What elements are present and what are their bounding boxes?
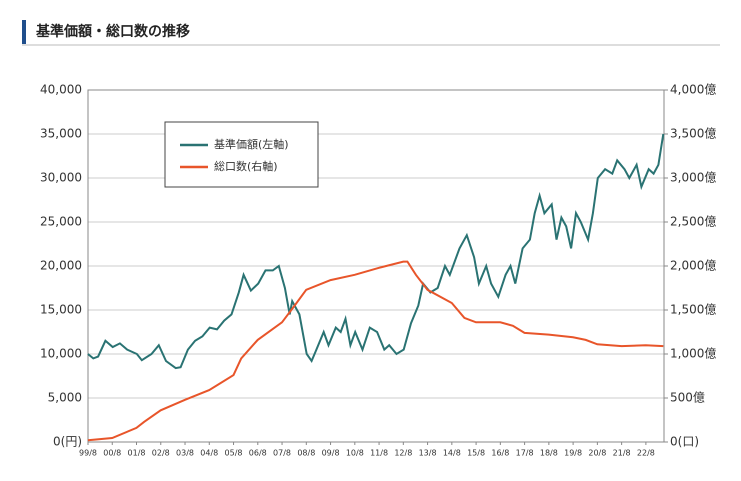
x-tick-label: 21/8 xyxy=(613,449,631,458)
y2-tick-label: 2,500億 xyxy=(670,215,716,229)
y2-tick-label: 2,000億 xyxy=(670,259,716,273)
y2-tick-label: 500億 xyxy=(670,391,705,405)
y2-tick-label: 0(口) xyxy=(670,435,699,449)
x-tick-label: 08/8 xyxy=(297,449,315,458)
y-tick-label: 25,000 xyxy=(40,215,82,229)
legend-box xyxy=(164,121,319,188)
y-tick-label: 35,000 xyxy=(40,127,82,141)
y2-tick-label: 1,500億 xyxy=(670,303,716,317)
x-tick-label: 05/8 xyxy=(225,449,243,458)
x-tick-label: 99/8 xyxy=(79,449,97,458)
x-tick-label: 15/8 xyxy=(467,449,485,458)
series-line xyxy=(87,260,664,442)
y-tick-label: 40,000 xyxy=(40,83,82,97)
y2-tick-label: 3,000億 xyxy=(670,171,716,185)
x-tick-label: 10/8 xyxy=(346,449,364,458)
x-tick-label: 22/8 xyxy=(637,449,655,458)
legend-label: 総口数(右軸) xyxy=(214,159,278,173)
y-tick-label: 30,000 xyxy=(40,171,82,185)
x-tick-label: 11/8 xyxy=(370,449,388,458)
y-tick-label: 20,000 xyxy=(40,259,82,273)
x-tick-label: 00/8 xyxy=(103,449,121,458)
x-tick-label: 12/8 xyxy=(394,449,412,458)
title-bar xyxy=(22,20,26,44)
legend-label: 基準価額(左軸) xyxy=(214,137,289,151)
chart-title: 基準価額・総口数の推移 xyxy=(36,23,190,40)
x-tick-label: 06/8 xyxy=(249,449,267,458)
y2-tick-label: 3,500億 xyxy=(670,127,716,141)
x-tick-label: 18/8 xyxy=(540,449,558,458)
y-tick-label: 0(円) xyxy=(53,435,82,449)
x-tick-label: 07/8 xyxy=(273,449,291,458)
x-tick-label: 17/8 xyxy=(516,449,534,458)
x-tick-label: 13/8 xyxy=(419,449,437,458)
x-tick-label: 14/8 xyxy=(443,449,461,458)
x-tick-label: 04/8 xyxy=(200,449,218,458)
x-tick-label: 01/8 xyxy=(128,449,146,458)
series-line xyxy=(87,133,665,370)
y-tick-label: 10,000 xyxy=(40,347,82,361)
y-tick-label: 15,000 xyxy=(40,303,82,317)
x-tick-label: 03/8 xyxy=(176,449,194,458)
x-tick-label: 09/8 xyxy=(322,449,340,458)
x-tick-label: 16/8 xyxy=(491,449,509,458)
y-tick-label: 5,000 xyxy=(48,391,82,405)
x-tick-label: 02/8 xyxy=(152,449,170,458)
plot-frame xyxy=(87,89,665,443)
x-tick-label: 20/8 xyxy=(588,449,606,458)
y2-tick-label: 1,000億 xyxy=(670,347,716,361)
y2-tick-label: 4,000億 xyxy=(670,83,716,97)
x-tick-label: 19/8 xyxy=(564,449,582,458)
